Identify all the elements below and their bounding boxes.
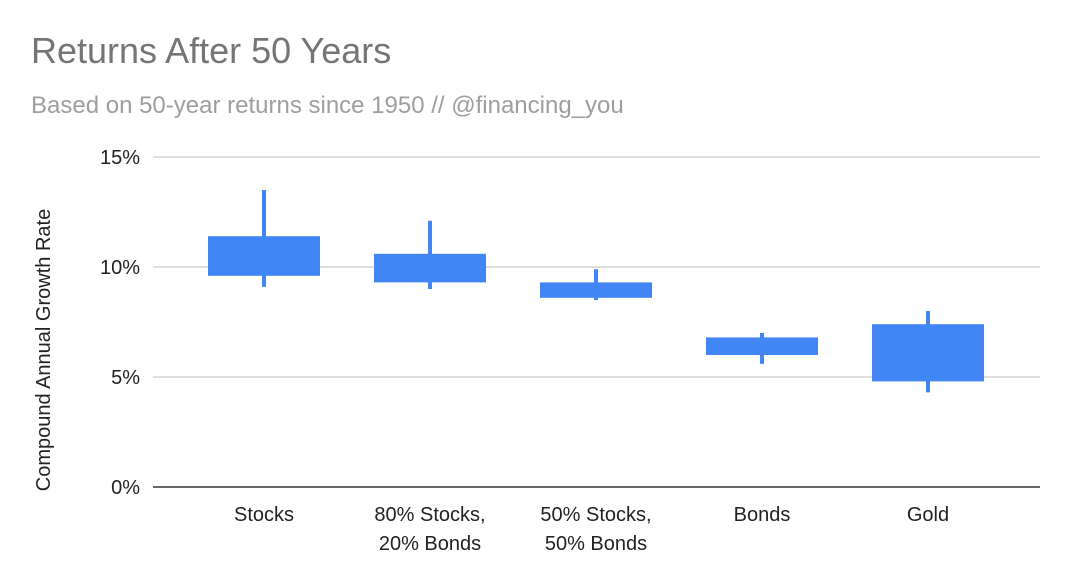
chart-title: Returns After 50 Years [31,30,392,71]
y-tick-label: 10% [100,257,140,279]
chart-subtitle: Based on 50-year returns since 1950 // @… [31,92,624,119]
candle-body [706,337,818,355]
y-tick-label: 5% [111,367,140,389]
x-tick-label: Gold [907,504,949,526]
candle-body [540,282,652,298]
x-tick-labels: Stocks 80% Stocks, 20% Bonds 50% Stocks, 50%… [234,504,949,555]
candle [540,269,652,300]
y-axis-label: Compound Annual Growth Rate [33,209,55,491]
x-tick-label: 50% Bonds [545,533,647,555]
x-tick-label: 80% Stocks, [374,504,485,526]
candle [374,220,486,289]
x-tick-label: 50% Stocks, [540,504,651,526]
y-tick-labels: 0% 5% 10% 15% [100,147,140,499]
candle [706,333,818,364]
gridlines [153,156,1040,488]
x-tick-label: Bonds [734,504,791,526]
candle-body [208,236,320,276]
candle-body [374,253,486,283]
y-tick-label: 0% [111,477,140,499]
x-tick-label: 20% Bonds [379,533,481,555]
candles [208,190,984,393]
y-tick-label: 15% [100,147,140,169]
candle-body [872,324,984,382]
candle [872,311,984,393]
candle [208,190,320,287]
x-tick-label: Stocks [234,504,294,526]
